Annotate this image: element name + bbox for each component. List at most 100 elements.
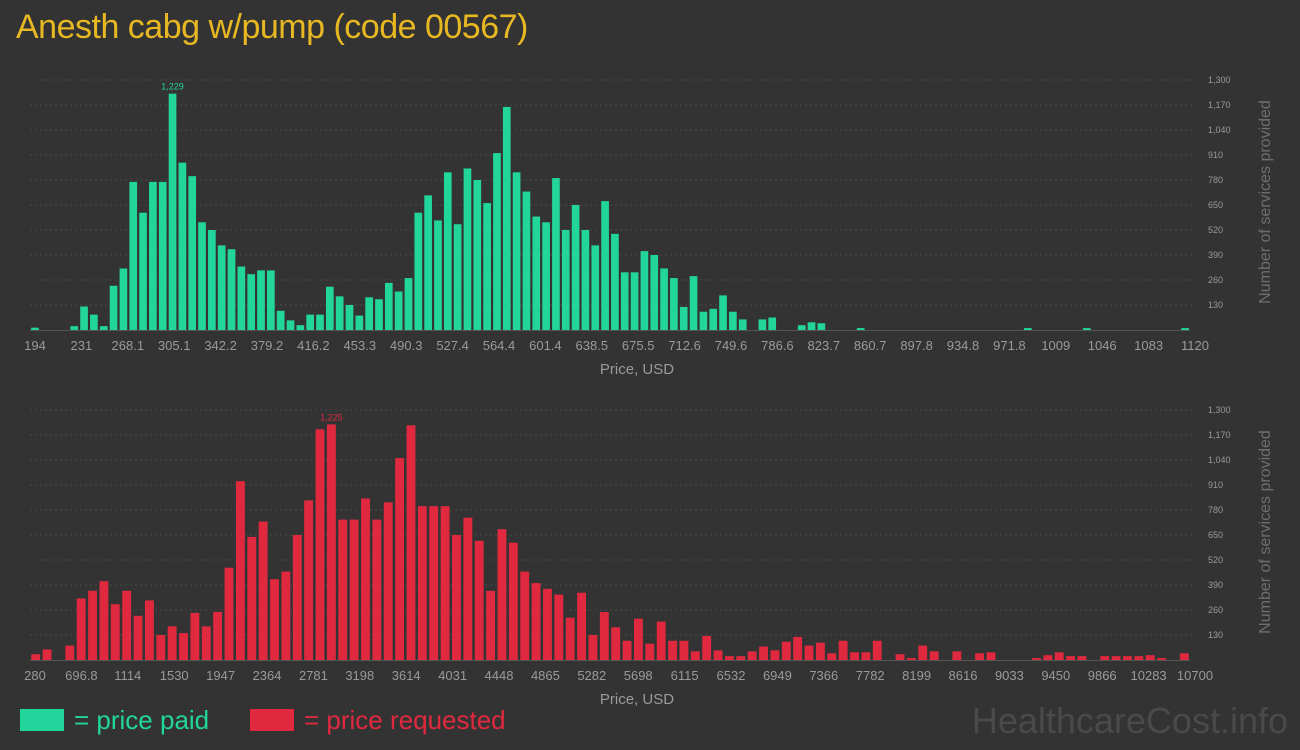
bar [856,328,865,330]
bar [768,317,777,330]
y-tick-label: 390 [1208,250,1223,260]
bar [267,270,275,330]
bar [502,106,511,330]
bar [365,297,373,330]
y-tick-label: 650 [1208,200,1223,210]
bar [804,645,814,660]
y-tick-label: 1,040 [1208,125,1231,135]
x-tick-label: 860.7 [854,338,887,353]
bar [99,326,108,330]
legend-swatch-paid [20,709,64,731]
y-tick-label: 910 [1208,150,1223,160]
bar [304,500,314,660]
bar [797,325,806,330]
bar [417,506,427,660]
x-tick-label: 675.5 [622,338,655,353]
x-tick-label: 10700 [1177,668,1213,683]
bar [375,299,383,330]
bar [237,266,246,330]
peak-annotation: 1,225 [320,412,343,422]
bar [361,498,370,660]
x-tick-label: 1046 [1088,338,1117,353]
y-tick-label: 390 [1208,580,1223,590]
x-tick-label: 823.7 [808,338,841,353]
bar [1032,658,1041,660]
x-tick-label: 453.3 [344,338,377,353]
bar [561,230,570,330]
bar [552,178,560,330]
x-tick-label: 9866 [1088,668,1117,683]
x-tick-label: 268.1 [112,338,145,353]
y-tick-label: 520 [1208,225,1223,235]
bar [463,168,472,330]
bar [1145,655,1155,660]
bar [345,305,354,330]
x-tick-label: 490.3 [390,338,423,353]
bar [620,272,629,330]
bar [453,224,462,330]
bar [463,517,473,660]
bar [702,635,712,660]
x-tick-label: 231 [71,338,93,353]
bar [42,649,52,660]
bar [650,255,659,330]
bar [630,272,639,330]
watermark: HealthcareCost.info [971,700,1288,741]
y-tick-label: 1,170 [1208,100,1231,110]
bar [424,195,432,330]
bar [144,600,154,660]
bar [88,590,97,660]
bar [270,579,279,660]
legend-item-price-paid: = price paid [20,703,209,737]
y-tick-label: 1,170 [1208,430,1231,440]
x-tick-label: 601.4 [529,338,562,353]
bar [483,203,491,330]
x-tick-label: 305.1 [158,338,191,353]
bar [770,650,780,660]
bar [827,653,837,660]
bar [474,540,484,660]
x-tick-label: 712.6 [668,338,701,353]
x-tick-label: 194 [24,338,46,353]
bar [729,311,737,330]
bar [1111,656,1121,660]
bar [90,314,98,330]
bar [1123,656,1132,660]
y-tick-label: 260 [1208,275,1223,285]
bar [440,506,450,660]
x-tick-label: 6532 [717,668,746,683]
bar [257,270,265,330]
legend-label-requested: = price requested [304,704,506,735]
x-tick-label: 1120 [1181,338,1209,353]
bar [588,635,598,660]
x-tick-label: 1009 [1041,338,1070,353]
x-tick-label: 1947 [206,668,235,683]
bar [543,588,552,660]
y-tick-label: 1,300 [1208,405,1231,415]
bar [384,282,393,330]
bar [406,425,416,660]
bar [611,233,619,330]
bar [807,322,816,330]
bar [747,651,757,660]
x-tick-label: 4031 [438,668,467,683]
bar [522,191,531,330]
bar [286,320,295,330]
bar [633,618,643,660]
y-tick-label: 130 [1208,630,1223,640]
x-tick-label: 9450 [1041,668,1070,683]
x-tick-label: 9033 [995,668,1024,683]
x-tick-label: 1083 [1134,338,1163,353]
bar [689,276,698,330]
x-tick-label: 4448 [485,668,514,683]
bar [338,519,348,660]
bar [395,458,405,660]
x-tick-label: 416.2 [297,338,330,353]
x-tick-label: 7366 [809,668,838,683]
bar [591,245,600,330]
bar [520,571,530,660]
bar [109,285,118,330]
bar [532,216,541,330]
histogram-price-paid: 130 260 390 520 650 780 910 1,040 1,170 1,300 1,22… [24,75,1274,378]
bar [531,583,541,660]
